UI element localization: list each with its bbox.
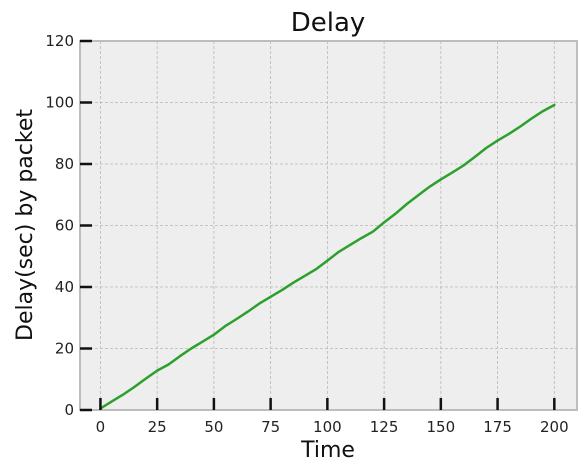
y-tick-label: 20 <box>55 340 74 358</box>
x-tick-label: 25 <box>148 418 167 436</box>
x-tick-label: 75 <box>261 418 280 436</box>
series-line-0 <box>99 103 556 410</box>
y-axis-label: Delay(sec) by packet <box>13 109 38 341</box>
y-tick-label: 40 <box>55 278 74 296</box>
y-tick-label: 80 <box>55 155 74 173</box>
x-axis-label: Time <box>300 438 355 463</box>
x-axis: 0 25 50 75 100 125 150 175 200 <box>96 398 569 436</box>
x-tick-label: 175 <box>483 418 512 436</box>
series-layer <box>99 103 556 410</box>
y-tick-label: 120 <box>45 32 74 50</box>
y-tick-label: 100 <box>45 94 74 112</box>
x-tick-label: 0 <box>96 418 106 436</box>
y-axis: 0 20 40 60 80 100 120 <box>45 32 92 419</box>
x-tick-label: 200 <box>540 418 569 436</box>
x-tick-label: 50 <box>204 418 223 436</box>
chart-title: Delay <box>291 8 366 38</box>
x-tick-label: 150 <box>427 418 456 436</box>
y-tick-label: 60 <box>55 217 74 235</box>
y-tick-label: 0 <box>64 401 74 419</box>
x-tick-label: 125 <box>370 418 399 436</box>
x-tick-label: 100 <box>313 418 342 436</box>
